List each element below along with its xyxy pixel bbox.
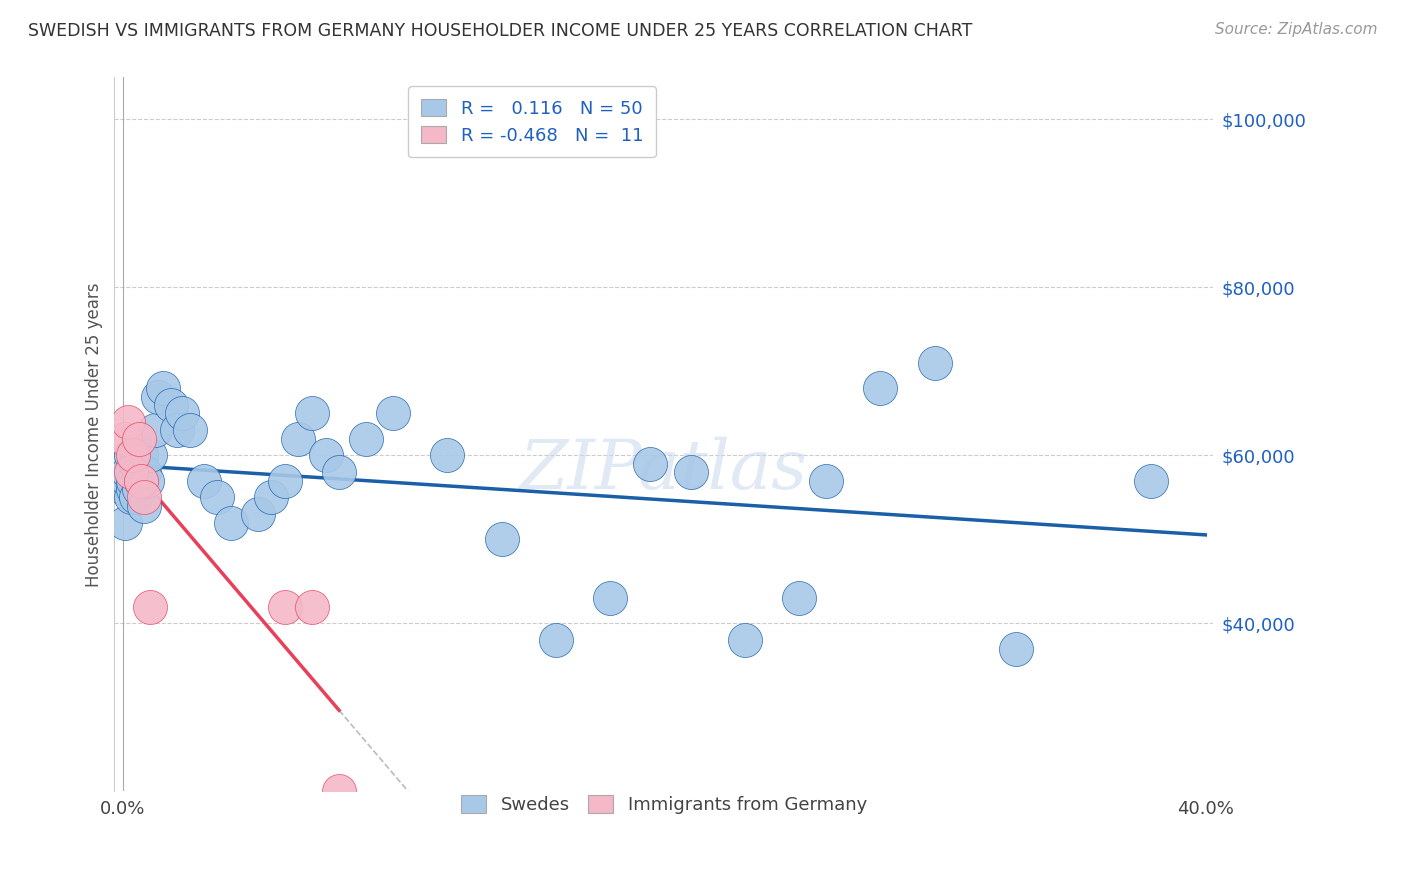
Point	[131, 448, 153, 462]
Point	[207, 491, 229, 505]
Point	[134, 465, 156, 479]
Point	[1140, 474, 1163, 488]
Point	[122, 482, 145, 496]
Point	[152, 381, 174, 395]
Point	[120, 491, 142, 505]
Point	[544, 633, 567, 648]
Point	[328, 784, 350, 798]
Point	[114, 482, 136, 496]
Point	[125, 457, 148, 471]
Point	[138, 599, 160, 614]
Point	[135, 474, 157, 488]
Point	[128, 432, 150, 446]
Point	[128, 482, 150, 496]
Point	[143, 423, 166, 437]
Legend: Swedes, Immigrants from Germany: Swedes, Immigrants from Germany	[450, 785, 877, 825]
Point	[134, 491, 156, 505]
Point	[599, 591, 621, 606]
Text: ZIPatlas: ZIPatlas	[520, 436, 808, 503]
Point	[301, 406, 323, 420]
Point	[114, 432, 136, 446]
Point	[274, 599, 297, 614]
Point	[260, 491, 283, 505]
Point	[122, 474, 145, 488]
Point	[679, 465, 702, 479]
Point	[179, 423, 201, 437]
Y-axis label: Householder Income Under 25 years: Householder Income Under 25 years	[86, 282, 103, 587]
Point	[734, 633, 756, 648]
Point	[120, 448, 142, 462]
Point	[114, 516, 136, 530]
Point	[193, 474, 215, 488]
Point	[120, 465, 142, 479]
Point	[117, 415, 139, 429]
Point	[491, 533, 513, 547]
Point	[315, 448, 337, 462]
Text: SWEDISH VS IMMIGRANTS FROM GERMANY HOUSEHOLDER INCOME UNDER 25 YEARS CORRELATION: SWEDISH VS IMMIGRANTS FROM GERMANY HOUSE…	[28, 22, 973, 40]
Point	[640, 457, 662, 471]
Point	[787, 591, 810, 606]
Point	[128, 465, 150, 479]
Point	[160, 398, 183, 412]
Point	[125, 491, 148, 505]
Point	[815, 474, 838, 488]
Point	[138, 448, 160, 462]
Point	[274, 474, 297, 488]
Point	[172, 406, 194, 420]
Point	[146, 390, 169, 404]
Point	[131, 474, 153, 488]
Point	[328, 465, 350, 479]
Point	[166, 423, 188, 437]
Point	[219, 516, 242, 530]
Point	[117, 474, 139, 488]
Point	[131, 474, 153, 488]
Point	[354, 432, 377, 446]
Point	[134, 499, 156, 513]
Point	[1004, 641, 1026, 656]
Point	[246, 507, 269, 521]
Point	[869, 381, 891, 395]
Point	[301, 599, 323, 614]
Point	[117, 465, 139, 479]
Point	[924, 356, 946, 370]
Text: Source: ZipAtlas.com: Source: ZipAtlas.com	[1215, 22, 1378, 37]
Point	[436, 448, 458, 462]
Point	[122, 448, 145, 462]
Point	[382, 406, 405, 420]
Point	[287, 432, 309, 446]
